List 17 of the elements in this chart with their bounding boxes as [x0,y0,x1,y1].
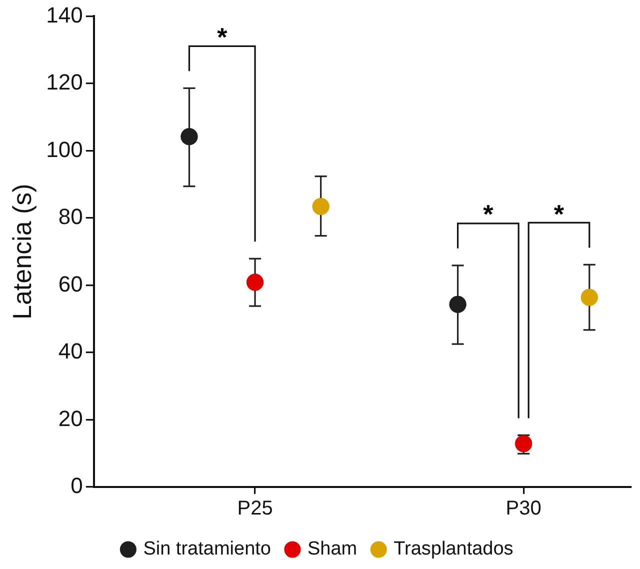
legend-label: Trasplantados [394,538,514,560]
y-tick-label: 40 [58,338,83,364]
y-tick-label: 120 [46,70,83,95]
y-tick-label: 80 [58,204,83,230]
y-tick-label: 100 [46,136,83,162]
x-tick-label: P30 [506,498,542,520]
legend-label: Sham [307,538,358,560]
y-tick-label: 60 [58,271,83,296]
legend-label: Sin tratamiento [143,538,271,560]
x-tick-label: P25 [237,498,273,520]
y-tick-label: 20 [58,406,83,431]
annotation: * [217,22,228,52]
y-tick-label: 0 [70,473,83,498]
y-tick-label: 140 [46,2,83,28]
annotation: * [483,199,494,230]
annotation: * [554,198,564,229]
y-axis-title: Latencia (s) [6,184,37,320]
